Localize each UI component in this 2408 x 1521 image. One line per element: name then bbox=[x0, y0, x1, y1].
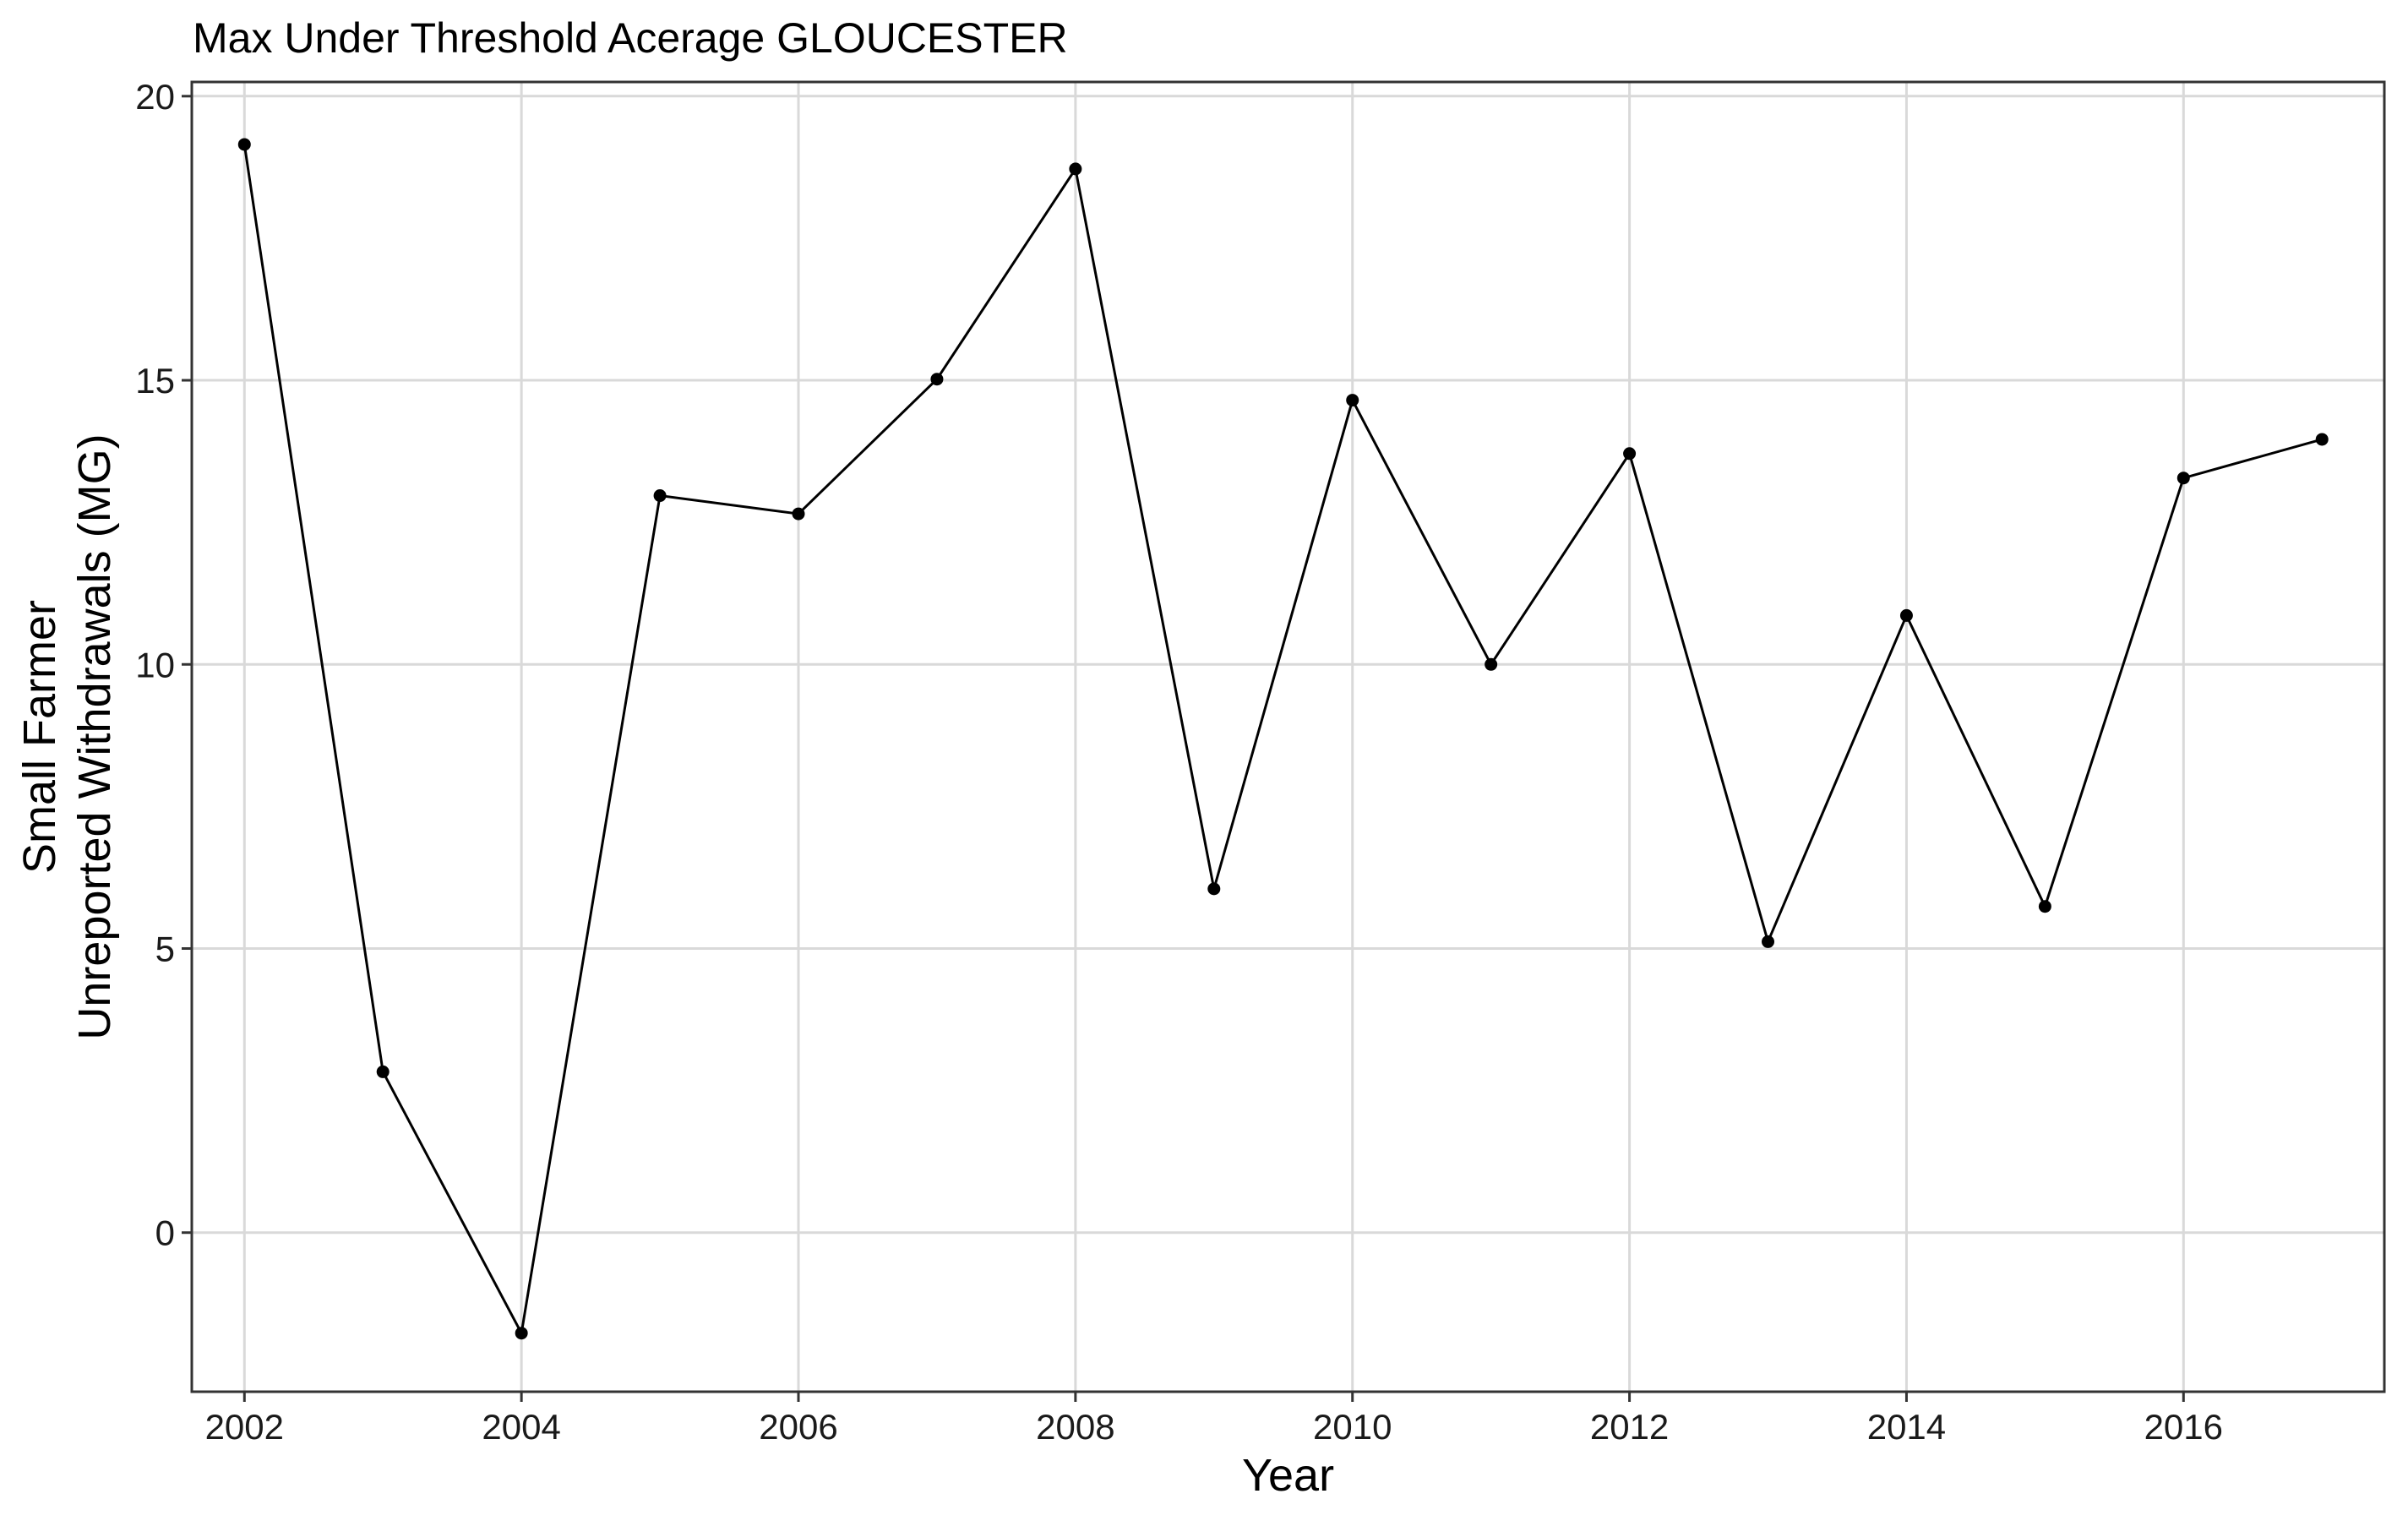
y-axis: 0 5 10 15 20 bbox=[135, 77, 192, 1253]
y-tick-label: 15 bbox=[135, 361, 175, 401]
data-point bbox=[237, 138, 251, 151]
y-tick-label: 20 bbox=[135, 77, 175, 117]
data-point bbox=[1623, 447, 1637, 461]
series-line bbox=[242, 144, 2323, 1338]
grid-lines bbox=[192, 82, 2384, 1392]
y-tick-label: 10 bbox=[135, 645, 175, 684]
data-point bbox=[1485, 657, 1498, 671]
x-tick-label: 2006 bbox=[759, 1407, 837, 1447]
data-point bbox=[2038, 900, 2051, 913]
data-point bbox=[653, 489, 667, 503]
series-layer bbox=[237, 138, 2329, 1340]
data-point bbox=[1207, 882, 1221, 896]
data-point bbox=[1762, 935, 1775, 948]
x-axis: 2002 2004 2006 2008 2010 2012 2014 2016 bbox=[205, 1392, 2223, 1447]
y-axis-label-line-1: Small Farmer bbox=[14, 600, 65, 874]
y-axis-label-line-2: Unreported Withdrawals (MG) bbox=[69, 433, 120, 1039]
data-point bbox=[1346, 394, 1359, 407]
x-tick-label: 2016 bbox=[2144, 1407, 2223, 1447]
y-tick-label: 5 bbox=[155, 929, 175, 968]
data-point bbox=[515, 1327, 528, 1340]
x-tick-label: 2012 bbox=[1590, 1407, 1669, 1447]
data-point bbox=[792, 507, 805, 521]
data-point bbox=[930, 373, 944, 386]
data-point bbox=[1899, 608, 1913, 622]
data-point bbox=[2315, 433, 2329, 446]
data-point bbox=[2176, 472, 2190, 485]
y-axis-label: Small Farmer Unreported Withdrawals (MG) bbox=[14, 433, 120, 1039]
y-tick-label: 0 bbox=[155, 1213, 175, 1253]
panel-border bbox=[190, 80, 2386, 1393]
chart-title: Max Under Threshold Acerage GLOUCESTER bbox=[193, 14, 1068, 62]
x-axis-label: Year bbox=[1242, 1450, 1334, 1501]
x-tick-label: 2008 bbox=[1036, 1407, 1114, 1447]
x-tick-label: 2004 bbox=[482, 1407, 560, 1447]
x-tick-label: 2002 bbox=[205, 1407, 284, 1447]
x-tick-label: 2010 bbox=[1313, 1407, 1392, 1447]
data-point bbox=[376, 1065, 390, 1078]
data-point bbox=[1069, 162, 1082, 176]
x-tick-label: 2014 bbox=[1867, 1407, 1946, 1447]
